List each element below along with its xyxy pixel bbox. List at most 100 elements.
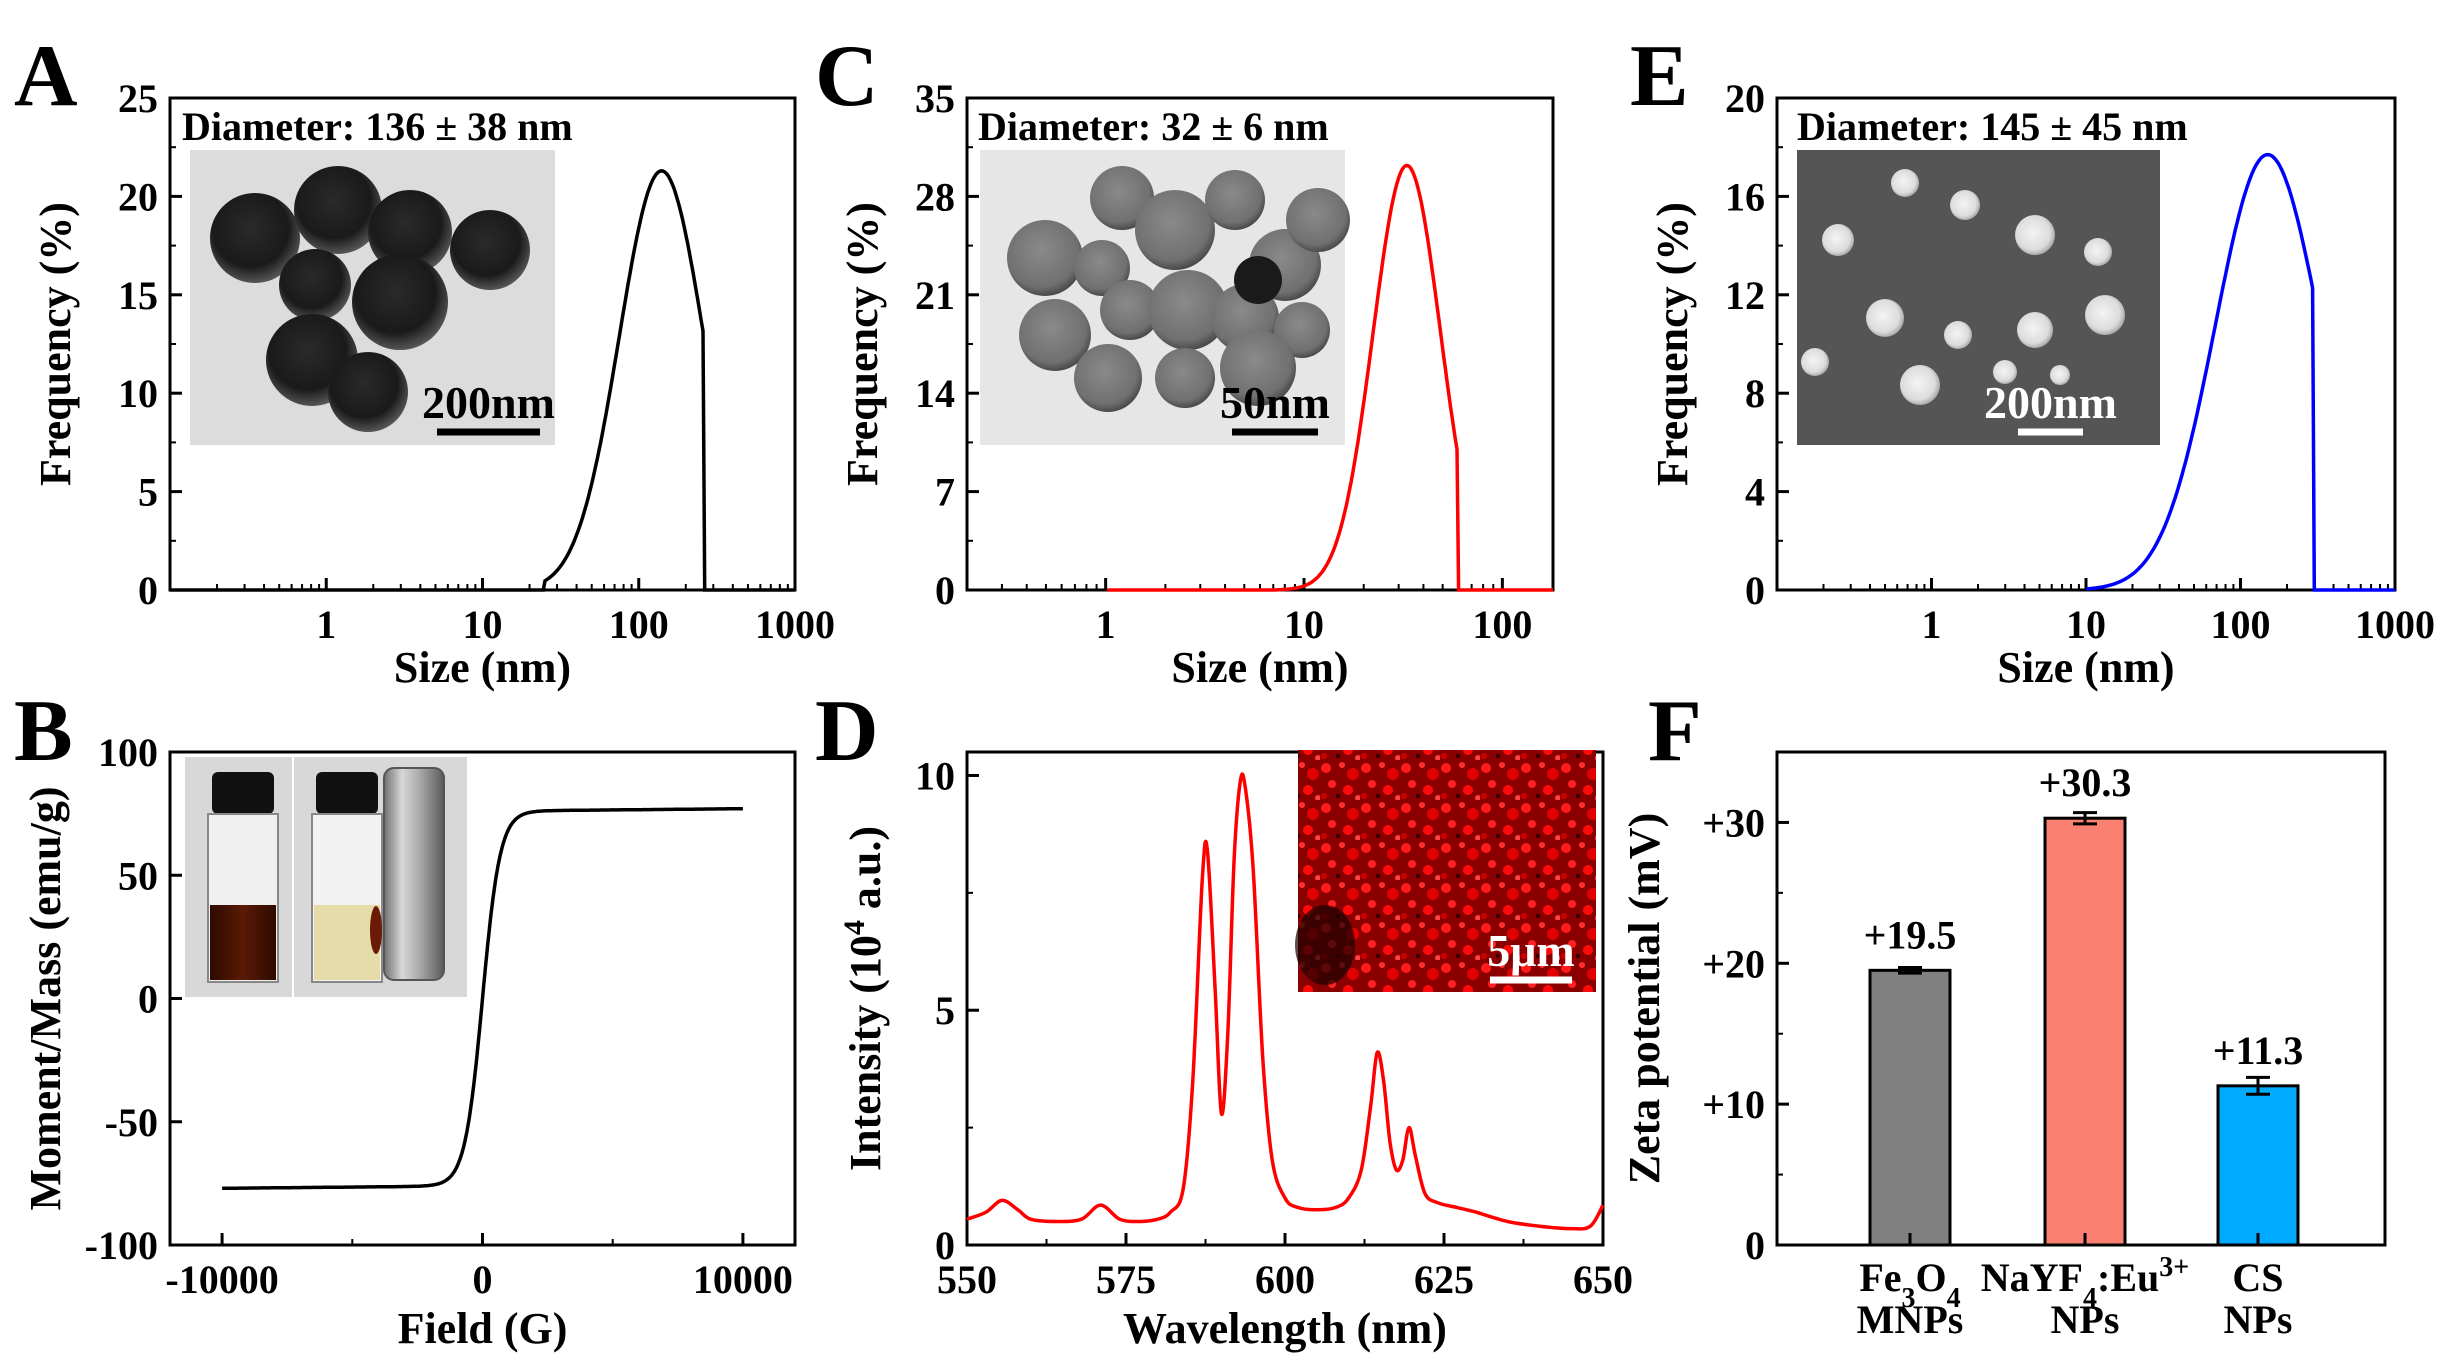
f-category-label-part: CS	[2232, 1255, 2283, 1300]
b-y-tick-label: -50	[105, 1100, 158, 1145]
b-vial2-liquid	[314, 905, 380, 980]
c-inset-particle	[1090, 166, 1154, 230]
f-category-label-part: 4	[1947, 1283, 1961, 1314]
e-x-tick-label: 1	[1922, 602, 1942, 647]
a-inset-particle	[294, 166, 382, 254]
a-inset-tem: 200nm	[190, 150, 555, 445]
d-inset-fluorescence: 5μm	[1295, 750, 1596, 992]
b-y-tick-label: 50	[118, 853, 158, 898]
c-inset-dark-particle	[1234, 256, 1282, 304]
a-y-tick-label: 0	[138, 568, 158, 613]
d-x-tick-label: 550	[937, 1257, 997, 1302]
b-x-axis-label: Field (G)	[398, 1304, 568, 1353]
b-vial2-attracted-particles	[370, 906, 382, 954]
a-diameter-annotation: Diameter: 136 ± 38 nm	[182, 104, 573, 149]
d-x-tick-label: 575	[1096, 1257, 1156, 1302]
a-x-axis-label: Size (nm)	[394, 643, 571, 692]
d-y-axis-label-superscript: 4	[838, 920, 871, 935]
c-inset-particle	[1100, 280, 1160, 340]
d-y-axis-label-part: Intensity (10	[841, 935, 890, 1171]
e-inset-particle	[1900, 365, 1940, 405]
c-x-tick-label: 1	[1096, 602, 1116, 647]
e-y-tick-label: 4	[1745, 470, 1765, 515]
c-inset-tem: 50nm	[980, 150, 1350, 445]
e-inset-particle	[1993, 360, 2017, 384]
c-diameter-annotation: Diameter: 32 ± 6 nm	[978, 104, 1329, 149]
c-y-tick-label: 28	[915, 174, 955, 219]
e-inset-particle	[2015, 215, 2055, 255]
c-y-tick-label: 21	[915, 273, 955, 318]
e-inset-particle	[1891, 169, 1919, 197]
a-panel-label: A	[14, 28, 78, 125]
e-inset-particle	[1822, 224, 1854, 256]
e-panel-label: E	[1630, 28, 1689, 125]
b-vial1-liquid	[210, 905, 276, 980]
c-inset-particle	[1074, 344, 1142, 412]
c-inset-particle	[1135, 190, 1215, 270]
b-x-tick-label: 0	[473, 1257, 493, 1302]
c-y-tick-label: 0	[935, 568, 955, 613]
f-y-tick-label: +20	[1702, 941, 1765, 986]
f-category-label-line2: MNPs	[1857, 1297, 1964, 1342]
e-x-tick-label: 100	[2211, 602, 2271, 647]
b-vial1-cap	[212, 772, 274, 814]
a-y-tick-label: 20	[118, 174, 158, 219]
b-y-tick-label: 100	[98, 730, 158, 775]
d-series-line	[966, 772, 1605, 1231]
c-inset-particle	[1007, 220, 1083, 296]
e-y-tick-label: 16	[1725, 174, 1765, 219]
b-y-tick-label: 0	[138, 977, 158, 1022]
d-y-tick-label: 0	[935, 1223, 955, 1268]
panel-b: -10000 0 10000 -100 -50 0 50 100 Field (G) Moment…	[14, 683, 797, 1353]
d-inset-dark-region	[1295, 905, 1355, 985]
a-inset-particle	[450, 210, 530, 290]
c-x-tick-label: 10	[1284, 602, 1324, 647]
d-x-tick-label: 650	[1573, 1257, 1633, 1302]
a-inset-scale-bar-label: 200nm	[422, 377, 555, 428]
d-panel-label: D	[815, 683, 879, 780]
panel-c: 50nm 1 10 100 0 7 14 21 28 35 Size (nm) Frequency (…	[815, 28, 1555, 692]
a-inset-particle	[210, 193, 300, 283]
d-y-axis-label: Intensity (104 a.u.)	[838, 826, 890, 1171]
c-inset-particle	[1019, 299, 1091, 371]
e-inset-particle	[1950, 190, 1980, 220]
c-y-tick-label: 35	[915, 76, 955, 121]
f-value-label: +11.3	[2213, 1028, 2304, 1073]
a-x-tick-label: 10	[463, 602, 503, 647]
e-inset-sem: 200nm	[1797, 150, 2160, 445]
f-category-label-line2: NPs	[2051, 1297, 2120, 1342]
c-inset-scale-bar-label: 50nm	[1220, 377, 1330, 428]
a-y-tick-label: 15	[118, 273, 158, 318]
b-magnet	[383, 767, 445, 981]
f-bar	[1868, 968, 1952, 1247]
f-y-tick-label: 0	[1745, 1223, 1765, 1268]
c-inset-particle	[1286, 188, 1350, 252]
f-category-label: NaYF4:Eu3+	[1981, 1252, 2189, 1314]
f-bar	[2043, 816, 2127, 1247]
a-series-line	[170, 169, 795, 592]
f-category-label: Fe3O4	[1859, 1255, 1960, 1314]
panel-d: 550 575 600 625 650 0 5 10 Wavelength (nm) Intens…	[815, 683, 1633, 1353]
d-inset-scale-bar-label: 5μm	[1487, 925, 1574, 976]
d-y-tick-label: 5	[935, 988, 955, 1033]
e-inset-particle	[2084, 238, 2112, 266]
e-series-line	[2085, 152, 2395, 592]
e-y-tick-label: 0	[1745, 568, 1765, 613]
c-inset-particle	[1074, 240, 1130, 296]
e-y-axis-label: Frequency (%)	[1648, 202, 1697, 486]
f-y-tick-label: +10	[1702, 1082, 1765, 1127]
f-category-label-line2: NPs	[2224, 1297, 2293, 1342]
b-vial2-cap	[316, 772, 378, 814]
f-category-label: CS	[2232, 1255, 2283, 1300]
d-x-tick-label: 600	[1255, 1257, 1315, 1302]
b-x-tick-label: -10000	[165, 1257, 278, 1302]
panel-e: 200nm 1 10 100 1000 0 4 8 12 16 20 Size (nm) Frequen…	[1630, 28, 2435, 692]
b-inset-photo	[185, 757, 467, 997]
c-inset-particle	[1148, 270, 1228, 350]
a-y-tick-label: 25	[118, 76, 158, 121]
panel-a: 200nm 1 10 100 1000 0 5 10 15 20 25 Size (nm) Freque…	[14, 28, 835, 692]
b-y-axis-label: Moment/Mass (emu/g)	[21, 786, 70, 1210]
f-panel-label: F	[1648, 683, 1702, 780]
d-x-tick-label: 625	[1414, 1257, 1474, 1302]
